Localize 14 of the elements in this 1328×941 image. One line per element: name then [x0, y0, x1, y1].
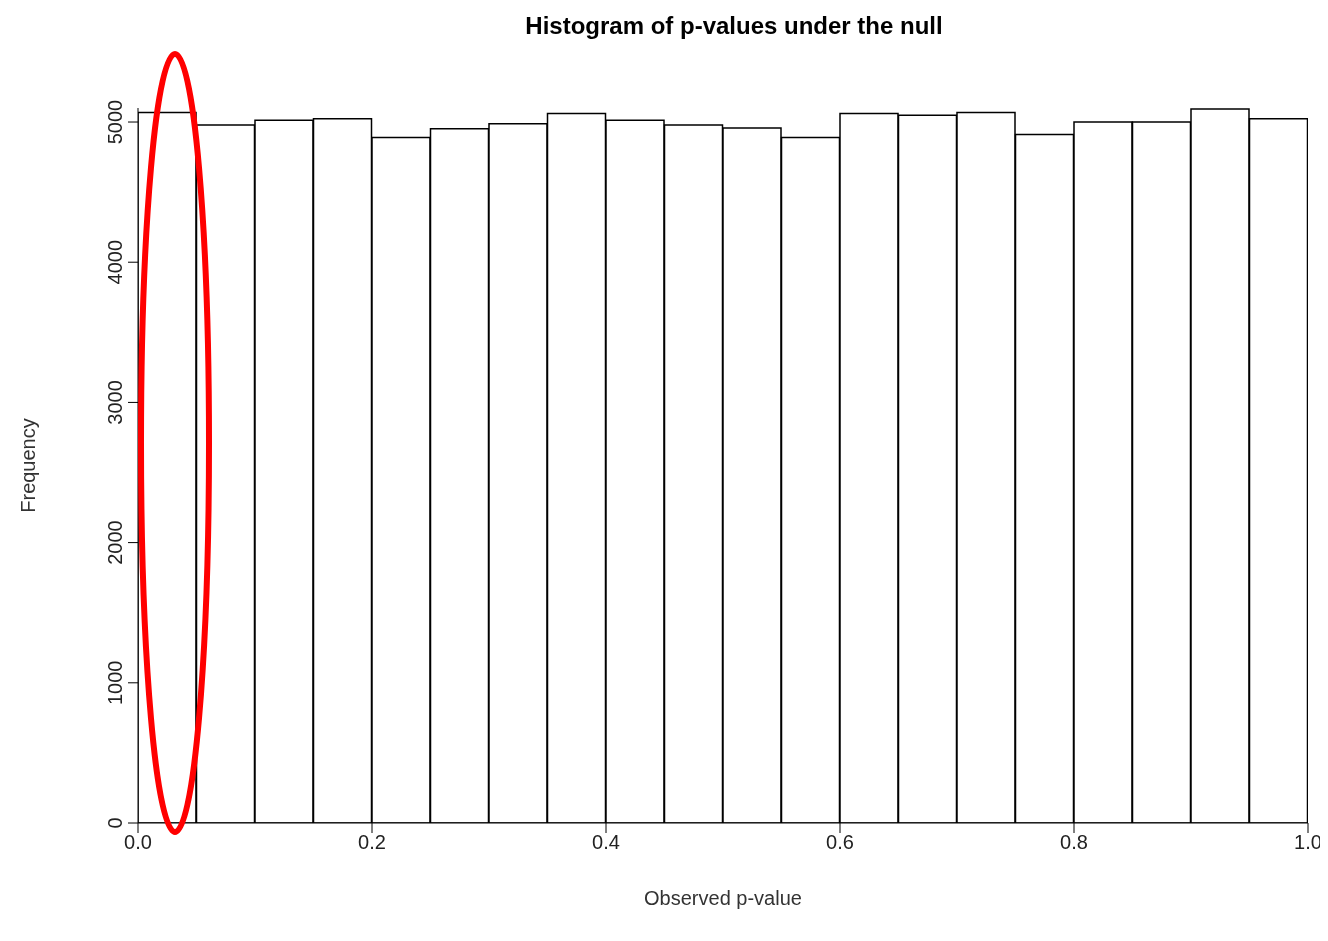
x-tick-label: 0.0: [124, 831, 152, 854]
x-tick-label: 0.4: [592, 831, 620, 854]
chart-title: Histogram of p-values under the null: [524, 11, 944, 41]
x-tick-label: 0.8: [1060, 831, 1088, 854]
y-tick-label: 1000: [104, 660, 126, 706]
y-tick-label: 5000: [104, 99, 126, 145]
y-tick-label: 0: [104, 817, 126, 829]
x-tick-label: 0.2: [358, 831, 386, 854]
x-tick-label: 0.6: [826, 831, 854, 854]
x-axis-title: Observed p-value: [644, 887, 802, 909]
y-tick-label: 3000: [104, 380, 126, 425]
y-axis-title: Frequency: [17, 418, 40, 513]
y-tick-label: 2000: [104, 520, 126, 565]
y-tick-label: 4000: [104, 239, 126, 285]
